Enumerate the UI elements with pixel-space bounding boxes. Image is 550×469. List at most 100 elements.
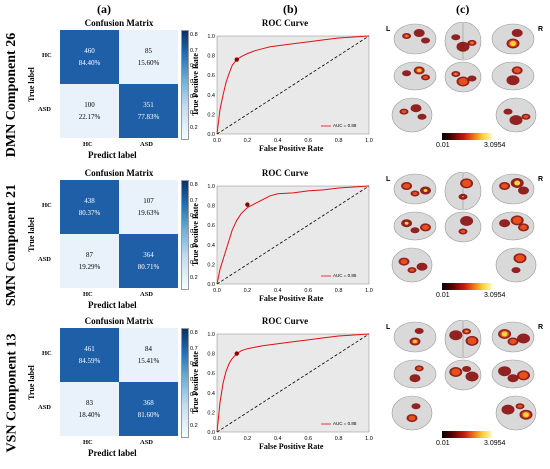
activation-blob [409, 374, 421, 383]
roc-ytick: 0.6 [207, 73, 215, 79]
cm-ytick-hc: HC [42, 202, 52, 209]
cm-colorbar-tick: 0.7 [190, 345, 198, 352]
cm-colorbar-tick: 0.6 [190, 63, 198, 69]
roc-ytick: 0.6 [207, 223, 215, 229]
brain-surface [391, 97, 433, 133]
activation-blob [511, 29, 523, 37]
cm-cell-tr: 85 15.60% [119, 30, 178, 84]
brain-colorbar-min: 0.01 [436, 440, 450, 447]
cm-xtick-hc: HC [83, 291, 93, 298]
chance-line [216, 333, 370, 433]
roc-xtick: 0.0 [213, 436, 221, 442]
roc-curve [216, 185, 370, 285]
roc-xtick: 1.0 [365, 436, 373, 442]
roc-ylabel: True Positive Rate [190, 202, 200, 266]
panel-label-c: (c) [456, 2, 470, 16]
chance-line [216, 185, 370, 285]
cm-xlabel: Predict label [88, 150, 137, 160]
activation-blob [414, 328, 424, 334]
roc-ytick: 0.2 [207, 262, 215, 268]
cm-count: 85 [145, 47, 152, 55]
cm-xtick-asd: ASD [140, 291, 154, 298]
brain-colorbar-max: 3.0954 [484, 440, 506, 447]
roc-ytick: 1.0 [207, 332, 215, 338]
activation-blob [410, 227, 420, 234]
roc-plot-smn: 0.00.0 0.2 0.2 0.4 0.4 0.6 0.6 0.8 0.8 1.0 1.0 [207, 184, 373, 294]
confusion-matrix-title: Confusion Matrix [84, 316, 154, 326]
activation-blob [460, 216, 474, 226]
roc-xtick: 0.0 [213, 288, 221, 294]
cm-cell-tr: 84 15.41% [119, 328, 178, 382]
activation-blob [402, 70, 412, 77]
activation-blob [465, 371, 479, 382]
roc-xtick: 0.6 [304, 138, 312, 144]
activation-blob [411, 403, 421, 410]
roc-ytick: 0.2 [207, 410, 215, 416]
cm-colorbar-tick: 0.3 [190, 259, 198, 266]
roc-ylabel: True Positive Rate [190, 52, 200, 116]
cm-count: 84 [145, 345, 152, 353]
cm-colorbar [181, 328, 189, 438]
roc-ytick: 0.0 [207, 282, 215, 288]
roc-xtick: 1.0 [365, 288, 373, 294]
cm-cell-br: 364 80.71% [119, 234, 178, 288]
cm-count: 364 [143, 251, 154, 259]
activation-blob-core [512, 216, 522, 224]
roc-ytick: 0.8 [207, 204, 215, 210]
cm-colorbar-tick: 0.5 [190, 78, 198, 85]
cm-colorbar-tick: 0.8 [190, 330, 198, 336]
roc-ytick: 0.0 [207, 430, 215, 436]
activation-blob [467, 75, 477, 82]
brain-colorbar-min: 0.01 [436, 292, 450, 299]
activation-blob-core [513, 67, 521, 73]
activation-blob-core [412, 192, 418, 195]
activation-blob-peak [514, 180, 521, 186]
roc-ytick: 0.4 [207, 243, 215, 249]
roc-plot-vsn: 0.00.0 0.2 0.2 0.4 0.4 0.6 0.6 0.8 0.8 1.0 1.0 [207, 332, 373, 442]
activation-blob-core [408, 415, 416, 421]
brain-surface [491, 173, 535, 205]
activation-blob-peak [501, 331, 508, 337]
activation-blob [451, 34, 461, 41]
activation-blob [506, 75, 520, 86]
chance-line [216, 35, 370, 135]
activation-blob [509, 115, 523, 126]
cm-colorbar-tick: 0.5 [190, 376, 198, 383]
activation-blob-peak [454, 73, 457, 75]
cm-ytick-hc: HC [42, 52, 52, 59]
cm-colorbar-tick: 0.2 [190, 423, 198, 429]
left-hemisphere-label: L [386, 26, 391, 33]
brain-surface [495, 247, 537, 283]
roc-xlabel: False Positive Rate [259, 144, 324, 153]
right-hemisphere-label: R [538, 324, 544, 331]
cm-ylabel: True label [26, 66, 36, 102]
cm-xtick-hc: HC [83, 141, 93, 148]
activation-blob-core [409, 268, 415, 272]
roc-legend-text: AUC = 0.85 [333, 273, 357, 278]
activation-blob-peak [413, 340, 417, 343]
cm-count: 438 [84, 197, 95, 205]
activation-blob-peak [417, 68, 422, 72]
activation-blob [511, 267, 521, 274]
activation-blob [421, 37, 430, 44]
activation-blob-core [460, 230, 466, 233]
roc-curve [216, 333, 370, 433]
brain-colorbar [442, 283, 492, 290]
cm-cell-tl: 460 84.40% [60, 30, 119, 84]
activation-blob-peak [405, 35, 408, 37]
roc-xtick: 0.6 [304, 436, 312, 442]
roc-ytick: 0.2 [207, 112, 215, 118]
roc-ytick: 0.8 [207, 352, 215, 358]
activation-blob [416, 262, 428, 271]
activation-blob-core [451, 368, 461, 376]
roc-plot-dmn: 0.00.0 0.2 0.2 0.4 0.4 0.6 0.6 0.8 0.8 1.0 1.0 [207, 34, 373, 144]
activation-blob-core [523, 115, 529, 119]
cm-count: 461 [84, 345, 95, 353]
activation-blob-core [462, 179, 472, 187]
activation-blob-peak [423, 189, 428, 192]
roc-ytick: 0.4 [207, 391, 215, 397]
row-label-dmn: DMN Component 26 [4, 32, 20, 158]
roc-xtick: 1.0 [365, 138, 373, 144]
cm-colorbar-tick: 0.8 [190, 32, 198, 38]
cm-colorbar-tick: 0.6 [190, 213, 198, 219]
